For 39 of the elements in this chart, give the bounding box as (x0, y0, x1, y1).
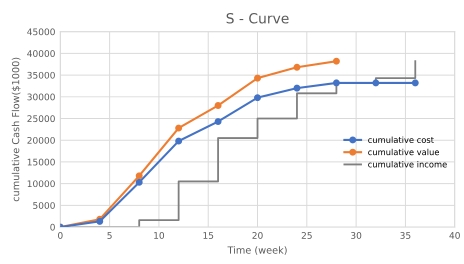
x-axis-title: Time (week) (227, 246, 287, 255)
point (136, 172, 143, 180)
x-tick-label: 15 (203, 232, 214, 239)
y-tick-label: 5000 (33, 202, 55, 209)
x-tick-label: 5 (107, 232, 112, 239)
point (332, 58, 340, 65)
y-tick-label: 0 (50, 224, 55, 231)
y-axis-title: cumulative Cash Flow($1000) (12, 58, 21, 202)
x-tick-label: 30 (351, 232, 362, 239)
legend-label: cumulative value (368, 148, 440, 156)
y-tick-label: 45000 (27, 28, 55, 36)
x-tick-label: 20 (252, 232, 263, 239)
chart-title: S - Curve (226, 13, 289, 24)
x-tick-label: 0 (58, 232, 63, 239)
legend-label: cumulative income (368, 161, 447, 168)
x-tick-label: 10 (154, 232, 164, 239)
point (214, 102, 222, 109)
y-tick-label: 40000 (27, 50, 55, 57)
point (254, 94, 261, 102)
point (136, 178, 143, 186)
point (254, 74, 261, 82)
y-tick-label: 15000 (28, 158, 55, 166)
y-tick-label: 10000 (28, 180, 55, 188)
point (372, 79, 380, 86)
y-tick-label: 35000 (27, 72, 55, 79)
legend-label: cumulative cost (368, 136, 434, 143)
y-tick-label: 20000 (27, 136, 55, 144)
point (293, 84, 300, 92)
point (293, 64, 300, 71)
y-tick-label: 30000 (27, 94, 55, 100)
point (412, 79, 419, 86)
point (332, 79, 340, 86)
point (175, 138, 182, 145)
point (175, 124, 182, 132)
point (214, 118, 222, 126)
x-tick-label: 25 (302, 232, 312, 239)
y-tick-label: 25000 (27, 115, 55, 122)
x-tick-label: 35 (400, 232, 410, 239)
x-tick-label: 40 (449, 232, 460, 239)
